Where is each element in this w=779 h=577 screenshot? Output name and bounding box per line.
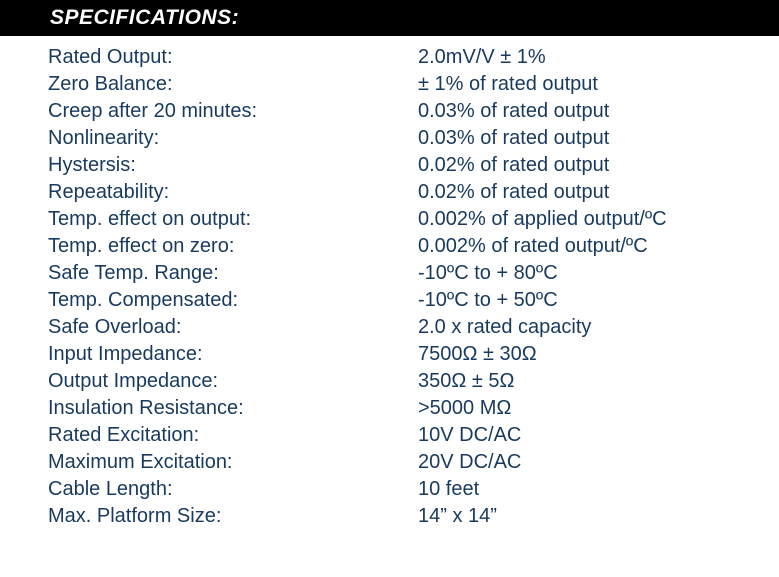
spec-value: 10V DC/AC xyxy=(418,422,521,449)
spec-row: Hystersis: 0.02% of rated output xyxy=(48,152,779,179)
spec-row: Rated Excitation: 10V DC/AC xyxy=(48,422,779,449)
spec-value: 2.0 x rated capacity xyxy=(418,314,591,341)
spec-label: Max. Platform Size: xyxy=(48,503,418,530)
spec-row: Max. Platform Size: 14” x 14” xyxy=(48,503,779,530)
spec-value: 0.002% of rated output/ºC xyxy=(418,233,648,260)
spec-label: Safe Overload: xyxy=(48,314,418,341)
spec-value: 0.03% of rated output xyxy=(418,125,609,152)
spec-label: Creep after 20 minutes: xyxy=(48,98,418,125)
spec-row: Cable Length: 10 feet xyxy=(48,476,779,503)
spec-label: Safe Temp. Range: xyxy=(48,260,418,287)
spec-label: Temp. Compensated: xyxy=(48,287,418,314)
spec-label: Zero Balance: xyxy=(48,71,418,98)
spec-value: -10ºC to + 80ºC xyxy=(418,260,558,287)
spec-value: 0.02% of rated output xyxy=(418,179,609,206)
spec-container: SPECIFICATIONS: Rated Output: 2.0mV/V ± … xyxy=(0,0,779,530)
spec-value: ± 1% of rated output xyxy=(418,71,598,98)
spec-value: 2.0mV/V ± 1% xyxy=(418,44,546,71)
spec-row: Input Impedance: 7500Ω ± 30Ω xyxy=(48,341,779,368)
spec-row: Temp. effect on zero: 0.002% of rated ou… xyxy=(48,233,779,260)
spec-label: Temp. effect on zero: xyxy=(48,233,418,260)
spec-label: Insulation Resistance: xyxy=(48,395,418,422)
spec-row: Nonlinearity: 0.03% of rated output xyxy=(48,125,779,152)
spec-value: -10ºC to + 50ºC xyxy=(418,287,558,314)
spec-row: Safe Temp. Range: -10ºC to + 80ºC xyxy=(48,260,779,287)
spec-label: Rated Excitation: xyxy=(48,422,418,449)
spec-value: 0.002% of applied output/ºC xyxy=(418,206,667,233)
spec-label: Temp. effect on output: xyxy=(48,206,418,233)
spec-row: Temp. effect on output: 0.002% of applie… xyxy=(48,206,779,233)
spec-label: Output Impedance: xyxy=(48,368,418,395)
spec-value: 20V DC/AC xyxy=(418,449,521,476)
spec-value: >5000 MΩ xyxy=(418,395,511,422)
spec-value: 14” x 14” xyxy=(418,503,497,530)
spec-row: Rated Output: 2.0mV/V ± 1% xyxy=(48,44,779,71)
spec-row: Temp. Compensated: -10ºC to + 50ºC xyxy=(48,287,779,314)
spec-value: 10 feet xyxy=(418,476,479,503)
spec-label: Input Impedance: xyxy=(48,341,418,368)
spec-header-title: SPECIFICATIONS: xyxy=(50,6,239,29)
spec-row: Maximum Excitation: 20V DC/AC xyxy=(48,449,779,476)
spec-label: Repeatability: xyxy=(48,179,418,206)
spec-row: Repeatability: 0.02% of rated output xyxy=(48,179,779,206)
spec-header: SPECIFICATIONS: xyxy=(0,0,779,36)
spec-row: Safe Overload: 2.0 x rated capacity xyxy=(48,314,779,341)
spec-row: Creep after 20 minutes: 0.03% of rated o… xyxy=(48,98,779,125)
spec-label: Rated Output: xyxy=(48,44,418,71)
spec-value: 7500Ω ± 30Ω xyxy=(418,341,537,368)
spec-value: 0.02% of rated output xyxy=(418,152,609,179)
spec-row: Insulation Resistance: >5000 MΩ xyxy=(48,395,779,422)
spec-row: Zero Balance: ± 1% of rated output xyxy=(48,71,779,98)
spec-value: 350Ω ± 5Ω xyxy=(418,368,514,395)
spec-row: Output Impedance: 350Ω ± 5Ω xyxy=(48,368,779,395)
spec-body: Rated Output: 2.0mV/V ± 1% Zero Balance:… xyxy=(0,36,779,530)
spec-label: Nonlinearity: xyxy=(48,125,418,152)
spec-label: Hystersis: xyxy=(48,152,418,179)
spec-value: 0.03% of rated output xyxy=(418,98,609,125)
spec-label: Cable Length: xyxy=(48,476,418,503)
spec-label: Maximum Excitation: xyxy=(48,449,418,476)
